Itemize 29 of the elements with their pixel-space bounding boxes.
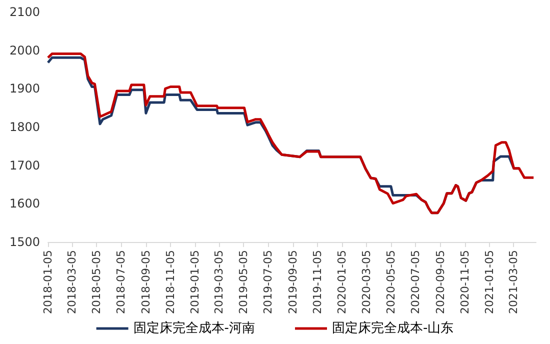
x-tick-label: 2019-03-05 xyxy=(212,250,226,314)
x-tick-label: 2019-07-05 xyxy=(262,250,275,314)
x-tick-label: 2020-07-05 xyxy=(409,250,422,314)
x-tick-label: 2019-05-05 xyxy=(236,250,250,314)
x-tick-label: 2019-11-05 xyxy=(311,250,324,314)
y-tick-label: 1900 xyxy=(9,82,40,96)
y-tick-label: 2100 xyxy=(9,5,40,19)
y-tick-label: 1600 xyxy=(9,196,40,211)
x-tick-label: 2018-11-05 xyxy=(164,250,178,314)
x-tick-label: 2019-01-05 xyxy=(188,250,202,314)
x-tick-label: 2020-05-05 xyxy=(384,250,398,314)
x-tick-label: 2018-09-05 xyxy=(139,250,152,314)
x-tick-label: 2018-07-05 xyxy=(114,250,128,314)
x-tick-label: 2021-03-05 xyxy=(506,250,520,314)
x-tick-label: 2018-05-05 xyxy=(90,250,103,314)
x-tick-label: 2018-03-05 xyxy=(65,250,78,314)
x-tick-label: 2020-01-05 xyxy=(336,250,349,314)
y-tick-label: 1800 xyxy=(9,120,40,134)
x-tick-label: 2021-01-05 xyxy=(483,250,496,314)
x-tick-label: 2018-01-05 xyxy=(42,250,54,314)
x-tick-label: 2020-03-05 xyxy=(360,250,373,314)
y-tick-label: 1500 xyxy=(9,235,40,249)
legend-label: 固定床完全成本-山东 xyxy=(332,320,454,336)
y-tick-label: 1700 xyxy=(9,158,40,172)
legend-label: 固定床完全成本-河南 xyxy=(133,320,256,336)
x-tick-label: 2020-11-05 xyxy=(458,250,472,314)
x-tick-label: 2019-09-05 xyxy=(286,250,300,314)
x-tick-label: 2020-09-05 xyxy=(434,250,447,314)
y-tick-label: 2000 xyxy=(9,43,40,58)
